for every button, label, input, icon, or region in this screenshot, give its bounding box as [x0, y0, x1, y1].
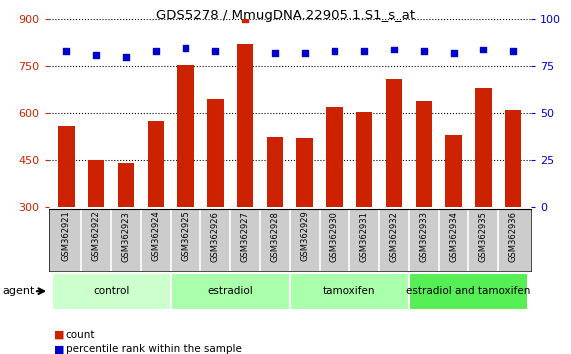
Text: ■: ■: [54, 344, 65, 354]
Point: [181, 45, 190, 50]
Text: GSM362926: GSM362926: [211, 211, 220, 262]
Bar: [409, 273, 528, 310]
Text: GSM362921: GSM362921: [62, 211, 71, 262]
Text: GSM362933: GSM362933: [419, 211, 428, 262]
Text: GSM362932: GSM362932: [389, 211, 399, 262]
Text: GDS5278 / MmugDNA.22905.1.S1_s_at: GDS5278 / MmugDNA.22905.1.S1_s_at: [156, 9, 415, 22]
Text: GSM362928: GSM362928: [271, 211, 279, 262]
Text: control: control: [93, 286, 129, 296]
Point: [240, 17, 250, 22]
Point: [211, 48, 220, 54]
Text: GSM362934: GSM362934: [449, 211, 458, 262]
Point: [360, 48, 369, 54]
Text: GSM362922: GSM362922: [92, 211, 100, 262]
Text: GSM362936: GSM362936: [509, 211, 518, 262]
Bar: [51, 273, 171, 310]
Text: GSM362929: GSM362929: [300, 211, 309, 262]
Text: count: count: [66, 330, 95, 339]
Bar: [171, 273, 290, 310]
Bar: [416, 101, 432, 207]
Text: ■: ■: [54, 330, 65, 339]
Bar: [290, 273, 409, 310]
Text: GSM362923: GSM362923: [122, 211, 130, 262]
Bar: [118, 163, 134, 207]
Text: GSM362930: GSM362930: [330, 211, 339, 262]
Bar: [475, 88, 492, 207]
Point: [419, 48, 428, 54]
Text: GSM362924: GSM362924: [151, 211, 160, 262]
Text: tamoxifen: tamoxifen: [323, 286, 376, 296]
Point: [270, 50, 279, 56]
Text: agent: agent: [3, 286, 35, 296]
Point: [330, 48, 339, 54]
Point: [479, 47, 488, 52]
Bar: [505, 110, 521, 207]
Point: [62, 48, 71, 54]
Text: estradiol: estradiol: [207, 286, 253, 296]
Bar: [88, 160, 104, 207]
Point: [389, 47, 399, 52]
Text: GSM362931: GSM362931: [360, 211, 369, 262]
Point: [122, 54, 131, 60]
Bar: [445, 135, 462, 207]
Bar: [207, 99, 223, 207]
Point: [300, 50, 309, 56]
Text: percentile rank within the sample: percentile rank within the sample: [66, 344, 242, 354]
Bar: [178, 65, 194, 207]
Bar: [58, 126, 75, 207]
Bar: [386, 79, 402, 207]
Text: GSM362925: GSM362925: [181, 211, 190, 262]
Point: [151, 48, 160, 54]
Bar: [296, 138, 313, 207]
Bar: [326, 107, 343, 207]
Text: estradiol and tamoxifen: estradiol and tamoxifen: [407, 286, 530, 296]
Text: GSM362927: GSM362927: [240, 211, 250, 262]
Point: [449, 50, 458, 56]
Bar: [267, 137, 283, 207]
Text: GSM362935: GSM362935: [479, 211, 488, 262]
Point: [91, 52, 100, 58]
Bar: [356, 112, 372, 207]
Bar: [237, 45, 254, 207]
Bar: [147, 121, 164, 207]
Point: [509, 48, 518, 54]
